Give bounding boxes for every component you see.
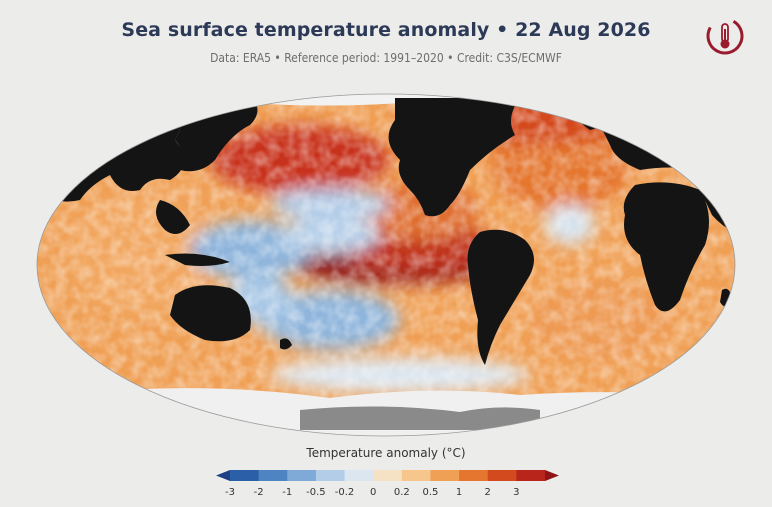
colorbar-tick-label: 2 (484, 487, 491, 498)
colorbar-tick-label: 0.2 (393, 487, 410, 498)
land-se-asia (156, 200, 190, 234)
land-new-zealand (280, 338, 292, 350)
sst-anomaly-map (36, 93, 736, 437)
colorbar-tick-label: -0.5 (306, 487, 326, 498)
globe-outline (36, 93, 736, 437)
colorbar-block (344, 470, 374, 481)
colorbar-block (487, 470, 517, 481)
colorbar-arrow-high (545, 470, 559, 481)
colorbar-tick-label: -2 (253, 487, 264, 498)
land-north-america (388, 98, 520, 217)
colorbar-tick-label: 0.5 (422, 487, 439, 498)
colorbar-block (258, 470, 288, 481)
colorbar-tick-label: 0 (369, 487, 377, 498)
land-south-america (467, 229, 534, 365)
colorbar-tick-label: -0.2 (334, 487, 355, 498)
colorbar-block (459, 470, 489, 481)
colorbar-tick-label: -1 (282, 487, 293, 498)
land-australia (170, 285, 251, 342)
land-indonesia (165, 253, 230, 266)
colorbar-tick-label: 1 (455, 487, 463, 498)
thermometer-globe-icon (706, 17, 744, 55)
colorbar-block (430, 470, 460, 481)
colorbar-title: Temperature anomaly (°C) (306, 446, 466, 460)
colorbar-block (516, 470, 546, 481)
colorbar-arrow-low (216, 470, 230, 481)
page-title: Sea surface temperature anomaly • 22 Aug… (121, 19, 651, 41)
colorbar-tick-label: -3 (225, 487, 235, 498)
colorbar-block (373, 470, 403, 481)
antarctica-land (300, 406, 540, 430)
colorbar-block (287, 470, 317, 481)
land-africa (623, 182, 709, 312)
page-subtitle: Data: ERA5 • Reference period: 1991–2020… (210, 51, 562, 65)
colorbar-block (230, 470, 260, 481)
colorbar-block (401, 470, 431, 481)
colorbar-tick-label: 3 (513, 487, 520, 498)
colorbar-block (315, 470, 346, 481)
